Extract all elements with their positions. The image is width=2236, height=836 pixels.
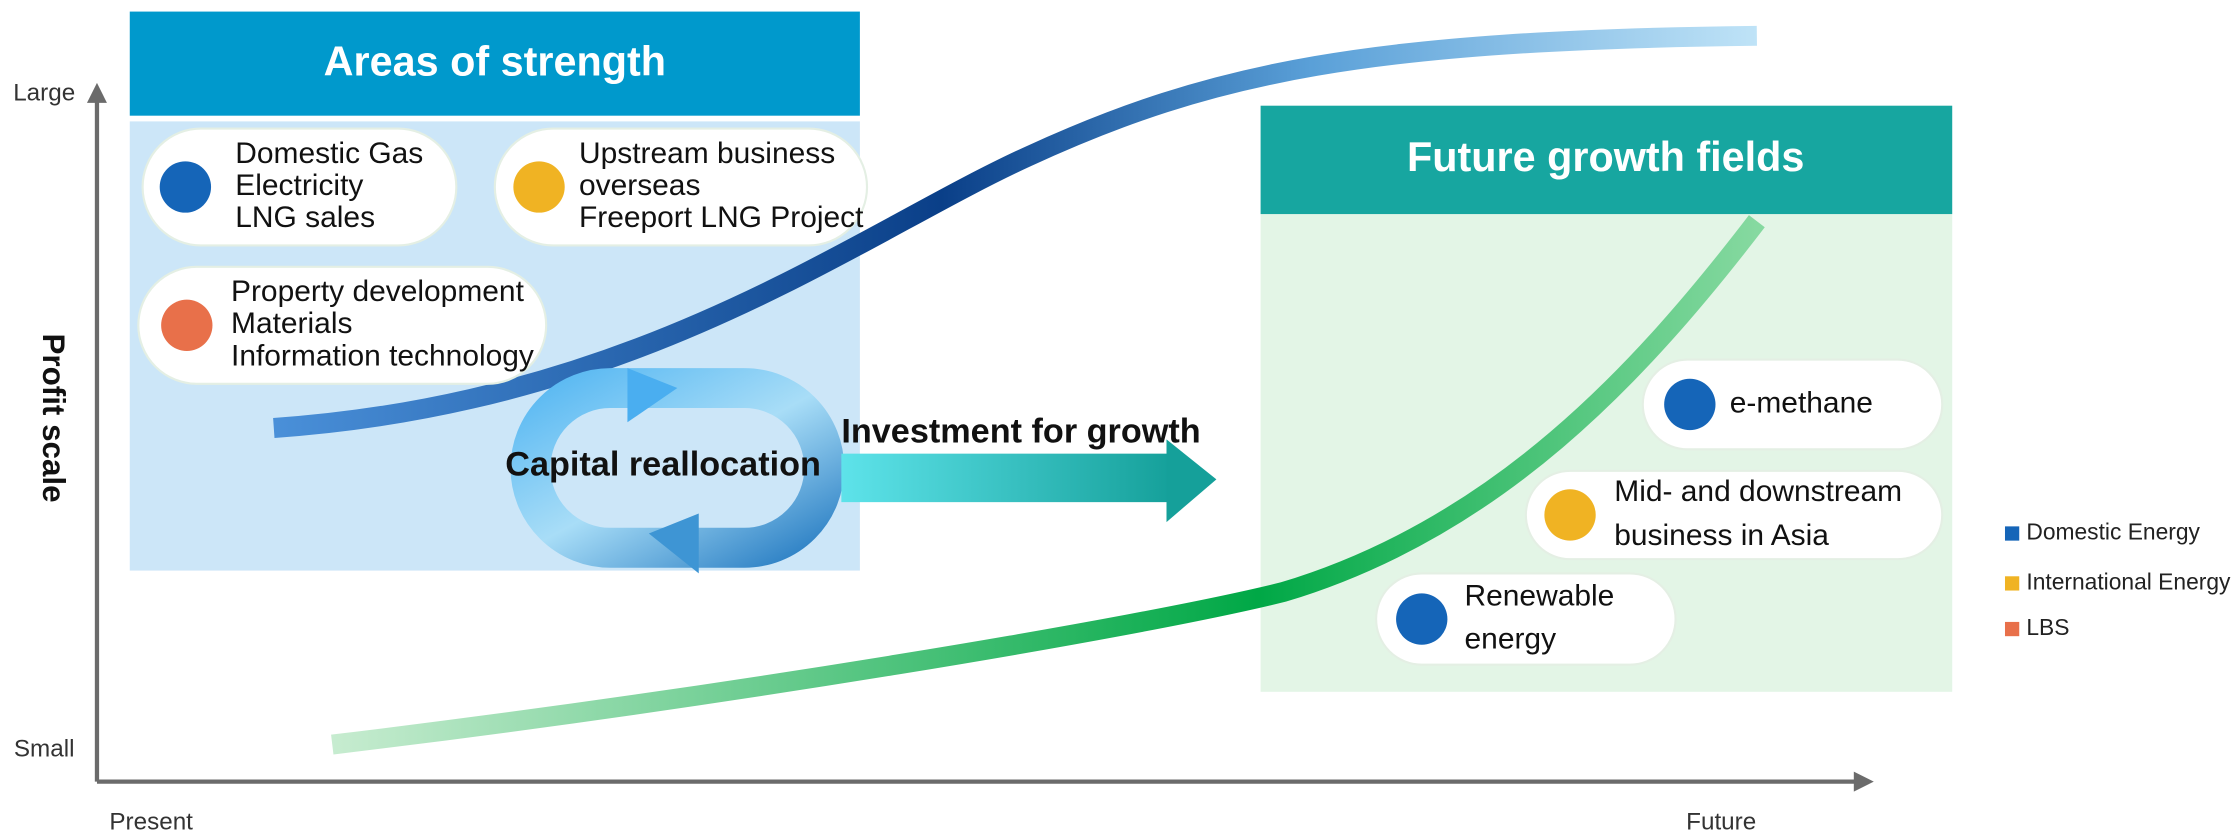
growth-header (1260, 105, 1953, 215)
item-text: Materials (231, 307, 352, 340)
item-dot (159, 161, 212, 213)
item-text: LNG sales (235, 201, 375, 234)
item-pill (137, 265, 548, 385)
growth-title: Future growth fields (1407, 134, 1804, 180)
strength-title: Areas of strength (324, 38, 666, 84)
strength-curve (273, 25, 1757, 438)
item-dot (161, 299, 213, 351)
legend: Domestic Energy International Energy LBS (2004, 519, 2231, 640)
item-dot (1544, 489, 1596, 541)
item-text: overseas (579, 169, 700, 202)
legend-swatch (2004, 621, 2020, 637)
item-text: Electricity (235, 169, 363, 202)
investment-arrow (841, 453, 1173, 503)
strength-header (129, 11, 860, 116)
item-dot (513, 161, 565, 213)
y-axis-label: Profit scale (36, 333, 71, 502)
legend-label: International Energy (2026, 568, 2231, 594)
item-pill (141, 127, 458, 247)
item-text: Renewable (1465, 580, 1615, 613)
investment-label: Investment for growth (841, 413, 1200, 451)
item-text: Domestic Gas (235, 137, 423, 170)
cycle-arrowhead (627, 368, 678, 423)
item-dot (1396, 593, 1448, 645)
y-axis-arrowhead (86, 82, 107, 103)
item-text: Information technology (231, 339, 534, 372)
legend-swatch (2004, 526, 2020, 541)
item-text: Freeport LNG Project (579, 201, 864, 234)
item-text: energy (1465, 622, 1557, 655)
item-text: business in Asia (1614, 519, 1829, 552)
legend-label: Domestic Energy (2026, 519, 2200, 545)
growth-curve (331, 215, 1765, 755)
item-pill (493, 127, 869, 247)
legend-label: LBS (2026, 614, 2069, 640)
item-text: e-methane (1730, 386, 1873, 419)
investment-arrowhead (1166, 439, 1217, 523)
cycle-arrowhead (648, 513, 699, 574)
reallocation-label: Capital reallocation (505, 446, 821, 484)
item-text: Mid- and downstream (1614, 475, 1902, 508)
x-axis-arrowhead (1853, 771, 1874, 792)
item-pill (1641, 358, 1944, 451)
item-pill (1524, 469, 1944, 561)
x-axis-start: Present (109, 808, 193, 835)
item-text: Upstream business (579, 137, 835, 170)
item-text: Property development (231, 275, 525, 308)
item-dot (1664, 378, 1716, 431)
y-axis-top: Large (13, 80, 75, 107)
legend-swatch (2004, 576, 2020, 591)
x-axis-end: Future (1686, 808, 1756, 835)
y-axis-bottom: Small (14, 736, 75, 763)
item-pill (1375, 572, 1677, 666)
